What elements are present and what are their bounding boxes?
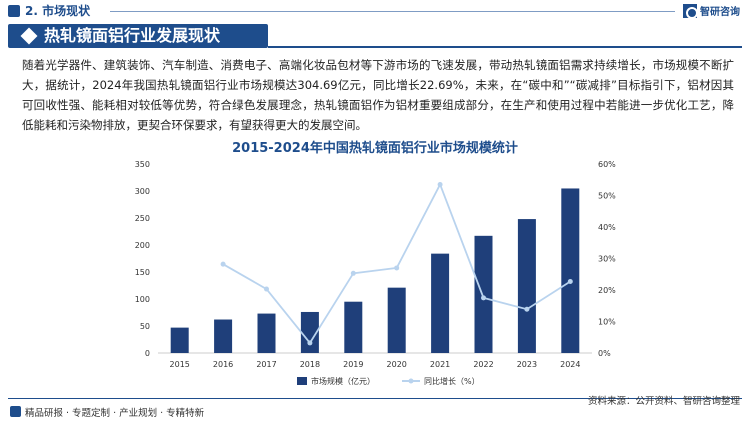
legend-label-bar: 市场规模（亿元）	[311, 376, 375, 386]
y-right-tick-label: 20%	[598, 286, 616, 295]
footer-divider	[8, 398, 742, 399]
y-right-tick-label: 30%	[598, 255, 616, 264]
y-left-tick-label: 100	[135, 295, 150, 304]
bar	[474, 235, 493, 353]
growth-point	[524, 306, 530, 312]
section-title: 2. 市场现状	[25, 4, 91, 18]
y-right-tick-label: 10%	[598, 318, 616, 327]
x-tick-label: 2017	[256, 360, 276, 369]
x-tick-label: 2016	[213, 360, 233, 369]
y-left-tick-label: 0	[145, 349, 150, 358]
headline-underline	[268, 46, 742, 48]
headline: 热轧镜面铝行业发展现状	[44, 26, 221, 45]
growth-point	[394, 265, 400, 271]
brand: 智研咨询	[683, 3, 740, 19]
y-right-tick-label: 60%	[598, 160, 616, 169]
y-left-tick-label: 250	[135, 214, 150, 223]
y-right-tick-label: 0%	[598, 349, 611, 358]
growth-point	[437, 181, 443, 187]
growth-point	[481, 295, 486, 301]
chart: 0 50 100 150 200 250 300 350 0% 10% 20% 30% 40% 50% 60…	[135, 160, 616, 386]
x-tick-label: 2021	[430, 360, 450, 369]
footer-slogan: 精品研报 · 专题定制 · 产业规划 · 专精特新	[25, 408, 205, 419]
x-tick-label: 2018	[300, 360, 320, 369]
growth-point	[264, 286, 269, 292]
x-tick-label: 2023	[517, 360, 537, 369]
y-left-tick-label: 150	[135, 268, 150, 277]
source-note: 资料来源：公开资料、智研咨询整理	[587, 396, 740, 407]
footer-logo-icon	[10, 406, 21, 417]
x-tick-label: 2019	[343, 360, 363, 369]
bar	[170, 327, 189, 353]
chart-title: 2015-2024年中国热轧镜面铝行业市场规模统计	[232, 141, 518, 156]
headline-box: 热轧镜面铝行业发展现状	[8, 24, 268, 48]
x-tick-label: 2020	[387, 360, 407, 369]
y-right-tick-label: 50%	[598, 192, 616, 201]
legend-label-line: 同比增长（%）	[424, 376, 480, 386]
footer: 精品研报 · 专题定制 · 产业规划 · 专精特新 资料来源：公开资料、智研咨询…	[0, 396, 750, 422]
top-bar: 2. 市场现状 智研咨询	[0, 0, 750, 22]
headline-band: 热轧镜面铝行业发展现状	[0, 24, 750, 48]
y-left-tick-label: 350	[135, 160, 150, 169]
legend-marker-line	[408, 378, 414, 384]
brand-logo-icon	[683, 3, 698, 19]
x-tick-label: 2022	[473, 360, 493, 369]
legend-swatch-bar	[297, 377, 307, 385]
bar	[387, 287, 406, 353]
x-tick-label: 2024	[560, 360, 580, 369]
intro-paragraph: 随着光学器件、建筑装饰、汽车制造、消费电子、高端化妆品包材等下游市场的飞速发展，…	[22, 58, 734, 132]
diamond-icon	[20, 27, 38, 45]
bar	[561, 188, 580, 353]
bar	[344, 301, 363, 353]
bar	[257, 313, 276, 353]
y-right-tick-label: 40%	[598, 223, 616, 232]
x-tick-label: 2015	[170, 360, 190, 369]
y-left-tick-label: 300	[135, 187, 150, 196]
growth-point	[350, 270, 356, 276]
growth-point	[220, 261, 226, 267]
bar	[300, 311, 319, 353]
y-left-tick-label: 50	[140, 322, 150, 331]
top-divider	[110, 11, 675, 12]
bar	[431, 253, 450, 353]
brand-name: 智研咨询	[700, 7, 740, 18]
section-icon	[8, 5, 20, 17]
growth-point	[567, 279, 573, 285]
bar	[214, 319, 233, 353]
bar	[517, 219, 536, 353]
growth-point	[307, 340, 313, 346]
y-left-tick-label: 200	[135, 241, 150, 250]
